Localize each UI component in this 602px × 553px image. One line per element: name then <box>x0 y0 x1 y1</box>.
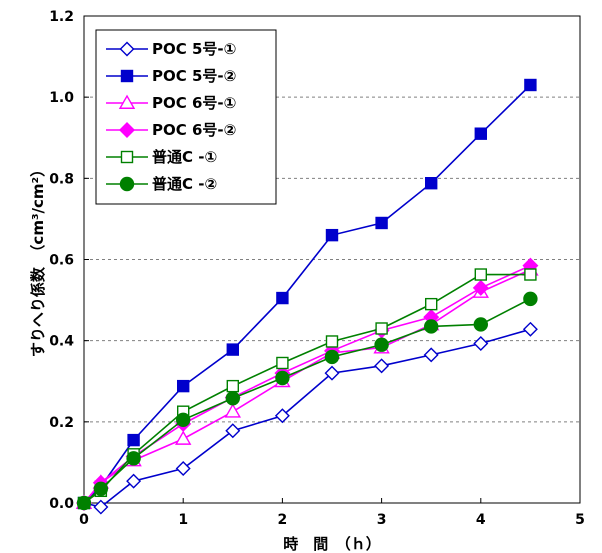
data-point <box>374 337 389 352</box>
data-point <box>175 461 191 476</box>
data-point <box>522 321 538 337</box>
data-point <box>176 379 190 393</box>
y-tick-label: 1.2 <box>49 9 74 25</box>
y-tick-label: 0.8 <box>49 171 74 187</box>
data-point <box>225 423 241 439</box>
x-axis-title: 時 間 （ｈ） <box>283 535 381 553</box>
y-tick-label: 0.2 <box>49 415 74 431</box>
data-point <box>224 403 242 418</box>
data-point <box>474 127 487 140</box>
legend-marker <box>119 122 135 138</box>
legend-label: POC 5号-① <box>152 40 236 58</box>
legend-entry: POC 6号-② <box>106 121 236 139</box>
data-point <box>523 291 538 307</box>
series-5 <box>77 268 537 510</box>
x-tick-label: 2 <box>278 512 288 528</box>
data-point <box>226 379 240 393</box>
data-point <box>276 356 289 370</box>
axis-ticks: 0.0 0.2 0.4 0.6 0.8 1.0 1.2 0 1 2 3 4 5 <box>49 9 585 528</box>
data-point <box>93 499 109 515</box>
data-point <box>472 279 489 296</box>
series-6 <box>76 291 538 511</box>
series-line <box>83 328 531 508</box>
series-3 <box>75 261 539 509</box>
x-tick-label: 0 <box>79 512 89 528</box>
data-point <box>126 451 141 466</box>
data-point <box>76 495 92 511</box>
legend-marker <box>119 41 135 57</box>
legend-label: 普通C -① <box>152 148 217 166</box>
series-line <box>83 273 531 504</box>
data-point <box>473 336 489 351</box>
data-point <box>375 216 388 230</box>
data-point <box>424 319 439 334</box>
y-axis-title: すりへり係数 （cm³/cm²） <box>29 162 47 357</box>
legend-label: 普通C -② <box>152 175 217 193</box>
legend-marker <box>120 69 134 83</box>
legend-label: POC 5号-② <box>152 67 236 85</box>
x-tick-label: 4 <box>476 512 486 528</box>
y-tick-label: 0.6 <box>49 253 74 269</box>
legend: POC 5号-① POC 5号-② POC 6号-① POC 6号-② 普通C -① 普通… <box>95 29 277 205</box>
x-tick-label: 3 <box>377 512 387 528</box>
legend-marker <box>120 150 134 164</box>
data-point <box>174 430 192 445</box>
data-point <box>374 358 390 374</box>
data-point <box>226 343 240 356</box>
data-point <box>127 433 140 447</box>
legend-marker <box>118 94 136 109</box>
data-point <box>225 391 241 406</box>
legend-entry: POC 6号-① <box>106 94 236 112</box>
legend-label: POC 6号-② <box>152 121 236 139</box>
data-point <box>425 177 438 190</box>
legend-entry: 普通C -① <box>106 148 217 166</box>
data-point <box>324 365 340 381</box>
data-point <box>93 481 109 496</box>
data-point <box>423 347 439 363</box>
data-point <box>175 412 191 428</box>
data-point <box>375 322 388 335</box>
series-1 <box>76 321 538 515</box>
y-tick-label: 0.4 <box>49 334 74 350</box>
legend-marker <box>119 176 135 192</box>
data-point <box>524 268 537 281</box>
y-tick-label: 0.0 <box>49 496 74 512</box>
series-4 <box>76 257 539 511</box>
series-line <box>83 298 531 504</box>
series-line <box>83 264 531 504</box>
data-point <box>425 297 438 311</box>
data-point <box>324 349 340 365</box>
legend-entry: POC 5号-① <box>106 40 236 58</box>
legend-entry: POC 5号-② <box>106 67 236 85</box>
series-line <box>83 268 531 504</box>
data-point <box>474 268 487 281</box>
data-point <box>275 370 290 386</box>
data-point <box>325 228 339 242</box>
data-point <box>473 317 488 332</box>
legend-entry: 普通C -② <box>106 175 217 193</box>
data-point <box>274 408 290 424</box>
y-tick-label: 1.0 <box>49 90 74 106</box>
data-point <box>325 335 339 348</box>
data-point <box>126 473 142 489</box>
legend-box <box>95 29 277 205</box>
legend-label: POC 6号-① <box>152 94 236 112</box>
series-layer <box>75 78 539 515</box>
x-tick-label: 1 <box>178 512 188 528</box>
data-point <box>276 291 289 305</box>
data-point <box>524 78 537 92</box>
x-tick-label: 5 <box>575 512 585 528</box>
